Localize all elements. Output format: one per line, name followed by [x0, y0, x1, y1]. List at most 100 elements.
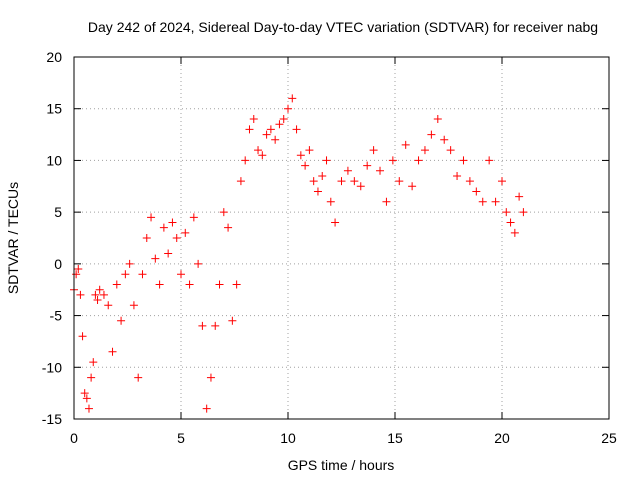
plot-frame [73, 56, 610, 420]
data-point [510, 228, 519, 237]
data-point [446, 146, 455, 155]
data-point [262, 130, 271, 139]
data-point [350, 177, 359, 186]
data-point [326, 197, 335, 206]
data-point [228, 316, 237, 325]
data-point [224, 223, 233, 232]
y-tick-label: -15 [42, 411, 62, 427]
data-point [87, 373, 96, 382]
data-point [408, 182, 417, 191]
data-point [433, 115, 442, 124]
data-point [168, 218, 177, 227]
data-point [129, 301, 138, 310]
data-point [363, 161, 372, 170]
data-point [279, 115, 288, 124]
data-point [356, 182, 365, 191]
data-point [194, 259, 203, 268]
data-point [395, 177, 404, 186]
data-point [72, 270, 81, 279]
data-point [401, 140, 410, 149]
data-point [292, 125, 301, 134]
data-point [343, 166, 352, 175]
data-point [211, 321, 220, 330]
data-point [117, 316, 126, 325]
grid-lines [74, 57, 609, 419]
data-point [506, 218, 515, 227]
data-point [296, 151, 305, 160]
data-point [164, 249, 173, 258]
data-point [515, 192, 524, 201]
data-point [245, 125, 254, 134]
data-point [376, 166, 385, 175]
x-tick-label: 0 [70, 430, 78, 446]
data-point [414, 156, 423, 165]
data-point [236, 177, 245, 186]
data-point [485, 156, 494, 165]
data-point [108, 347, 117, 356]
data-point [313, 187, 322, 196]
data-point [104, 301, 113, 310]
data-point [91, 290, 100, 299]
data-point [305, 146, 314, 155]
data-point [89, 358, 98, 367]
data-point [84, 404, 93, 413]
data-point [181, 228, 190, 237]
data-point [198, 321, 207, 330]
data-point [284, 104, 292, 113]
chart-title: Day 242 of 2024, Sidereal Day-to-day VTE… [88, 19, 598, 35]
data-point [82, 394, 91, 403]
data-point [288, 94, 297, 103]
data-point [301, 161, 310, 170]
data-point [76, 290, 85, 299]
data-point [420, 146, 429, 155]
data-point [206, 373, 215, 382]
x-tick-label: 20 [494, 430, 510, 446]
data-point [74, 265, 83, 274]
data-point [318, 171, 327, 180]
data-point [121, 270, 130, 279]
data-point [151, 254, 160, 263]
data-point [258, 151, 267, 160]
y-tick-label: 0 [54, 256, 62, 272]
data-point [241, 156, 250, 165]
data-point [147, 213, 156, 222]
data-point [202, 404, 211, 413]
data-point [134, 373, 143, 382]
y-tick-label: 5 [54, 204, 62, 220]
data-point [172, 234, 181, 242]
data-point [185, 280, 194, 289]
data-point [275, 120, 284, 129]
data-point [465, 177, 474, 186]
data-point [472, 187, 481, 196]
data-point [498, 177, 506, 186]
data-point [271, 135, 280, 144]
y-axis-label: SDTVAR / TECUs [5, 182, 21, 294]
data-point [331, 218, 340, 227]
data-point [491, 197, 500, 206]
axis-ticks: -15 -10 -5 0 5 10 15 20 0 5 10 15 20 25 [42, 49, 617, 446]
data-point [215, 280, 224, 289]
data-point [93, 296, 102, 305]
data-point [337, 177, 346, 186]
x-tick-label: 10 [280, 430, 296, 446]
data-point [232, 280, 241, 289]
x-tick-label: 5 [177, 430, 185, 446]
data-point [502, 208, 511, 217]
x-axis-label: GPS time / hours [288, 457, 395, 473]
data-point [189, 213, 198, 222]
data-point [177, 270, 185, 279]
x-tick-label: 25 [601, 430, 617, 446]
data-point [219, 208, 228, 217]
data-point [478, 197, 487, 206]
data-point [99, 290, 108, 299]
data-point [440, 135, 449, 144]
data-point [125, 259, 134, 268]
data-point [427, 130, 436, 139]
data-point [138, 270, 147, 279]
data-point [459, 156, 468, 165]
data-points [70, 94, 528, 413]
data-point [159, 223, 168, 232]
data-point [80, 389, 89, 398]
data-point [249, 115, 258, 124]
